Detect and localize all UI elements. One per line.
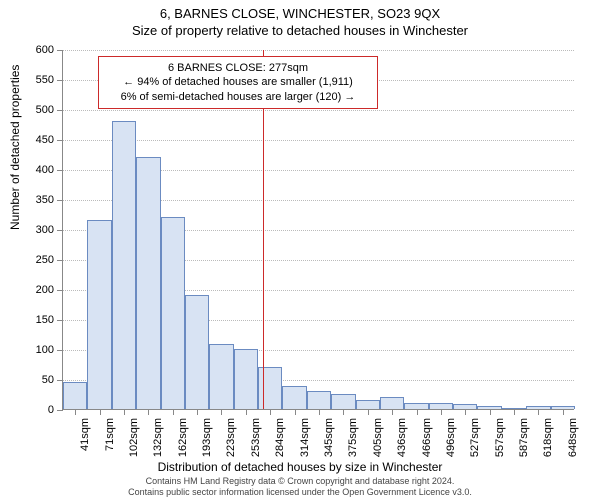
- bar: [161, 217, 185, 409]
- x-tick-label: 284sqm: [274, 418, 286, 457]
- y-tick: [57, 110, 63, 111]
- bar: [380, 397, 404, 409]
- x-tick: [514, 409, 515, 415]
- bar: [209, 344, 233, 409]
- y-tick: [57, 140, 63, 141]
- y-tick: [57, 410, 63, 411]
- y-tick: [57, 320, 63, 321]
- y-tick: [57, 290, 63, 291]
- x-tick: [270, 409, 271, 415]
- x-tick: [173, 409, 174, 415]
- x-tick: [295, 409, 296, 415]
- chart-container: 6, BARNES CLOSE, WINCHESTER, SO23 9QX Si…: [0, 0, 600, 500]
- bar: [63, 382, 87, 409]
- x-tick-label: 587sqm: [518, 418, 530, 457]
- x-tick-label: 71sqm: [104, 418, 116, 451]
- x-tick-label: 648sqm: [567, 418, 579, 457]
- y-tick-label: 450: [14, 134, 54, 146]
- bar: [234, 349, 258, 409]
- bar: [282, 386, 306, 409]
- x-tick: [465, 409, 466, 415]
- y-tick-label: 250: [14, 254, 54, 266]
- x-tick-label: 466sqm: [421, 418, 433, 457]
- x-tick-label: 527sqm: [469, 418, 481, 457]
- chart-title: 6, BARNES CLOSE, WINCHESTER, SO23 9QX: [0, 0, 600, 21]
- y-tick-label: 500: [14, 104, 54, 116]
- annotation-line3: 6% of semi-detached houses are larger (1…: [107, 90, 369, 104]
- y-tick-label: 400: [14, 164, 54, 176]
- x-tick: [417, 409, 418, 415]
- plot-area: 6 BARNES CLOSE: 277sqm ← 94% of detached…: [62, 50, 574, 410]
- x-tick-label: 436sqm: [396, 418, 408, 457]
- gridline: [63, 50, 574, 51]
- bar: [185, 295, 209, 409]
- y-tick-label: 0: [14, 404, 54, 416]
- annotation-line1: 6 BARNES CLOSE: 277sqm: [107, 61, 369, 75]
- x-tick-label: 496sqm: [445, 418, 457, 457]
- x-tick: [148, 409, 149, 415]
- credits: Contains HM Land Registry data © Crown c…: [0, 476, 600, 498]
- annotation-line2: ← 94% of detached houses are smaller (1,…: [107, 75, 369, 89]
- x-tick: [343, 409, 344, 415]
- x-tick-label: 618sqm: [542, 418, 554, 457]
- x-tick: [75, 409, 76, 415]
- y-tick: [57, 380, 63, 381]
- bar: [136, 157, 160, 409]
- y-tick: [57, 260, 63, 261]
- x-tick: [100, 409, 101, 415]
- y-tick-label: 200: [14, 284, 54, 296]
- x-axis-label: Distribution of detached houses by size …: [0, 460, 600, 474]
- y-tick: [57, 230, 63, 231]
- y-tick-label: 150: [14, 314, 54, 326]
- x-tick-label: 193sqm: [201, 418, 213, 457]
- x-tick: [441, 409, 442, 415]
- gridline: [63, 140, 574, 141]
- bar: [307, 391, 331, 409]
- x-tick: [197, 409, 198, 415]
- x-tick: [563, 409, 564, 415]
- x-tick-label: 345sqm: [323, 418, 335, 457]
- annotation-box: 6 BARNES CLOSE: 277sqm ← 94% of detached…: [98, 56, 378, 109]
- credits-line1: Contains HM Land Registry data © Crown c…: [0, 476, 600, 487]
- y-tick: [57, 350, 63, 351]
- x-tick: [319, 409, 320, 415]
- y-tick: [57, 170, 63, 171]
- y-tick-label: 550: [14, 74, 54, 86]
- bar: [112, 121, 136, 409]
- y-tick: [57, 200, 63, 201]
- y-tick-label: 350: [14, 194, 54, 206]
- x-tick-label: 41sqm: [79, 418, 91, 451]
- x-tick-label: 375sqm: [347, 418, 359, 457]
- y-tick-label: 100: [14, 344, 54, 356]
- x-tick: [490, 409, 491, 415]
- x-tick-label: 162sqm: [177, 418, 189, 457]
- x-tick-label: 253sqm: [250, 418, 262, 457]
- x-tick-label: 132sqm: [152, 418, 164, 457]
- x-tick-label: 102sqm: [128, 418, 140, 457]
- bar: [331, 394, 355, 409]
- bar: [87, 220, 111, 409]
- y-tick: [57, 50, 63, 51]
- x-tick: [221, 409, 222, 415]
- x-tick: [392, 409, 393, 415]
- y-tick-label: 50: [14, 374, 54, 386]
- y-tick: [57, 80, 63, 81]
- gridline: [63, 110, 574, 111]
- credits-line2: Contains public sector information licen…: [0, 487, 600, 498]
- x-tick: [246, 409, 247, 415]
- x-tick-label: 557sqm: [494, 418, 506, 457]
- y-tick-label: 600: [14, 44, 54, 56]
- chart-subtitle: Size of property relative to detached ho…: [0, 21, 600, 38]
- y-tick-label: 300: [14, 224, 54, 236]
- x-tick-label: 223sqm: [225, 418, 237, 457]
- x-tick-label: 314sqm: [299, 418, 311, 457]
- bar: [356, 400, 380, 409]
- x-tick-label: 405sqm: [372, 418, 384, 457]
- x-tick: [368, 409, 369, 415]
- x-tick: [538, 409, 539, 415]
- x-tick: [124, 409, 125, 415]
